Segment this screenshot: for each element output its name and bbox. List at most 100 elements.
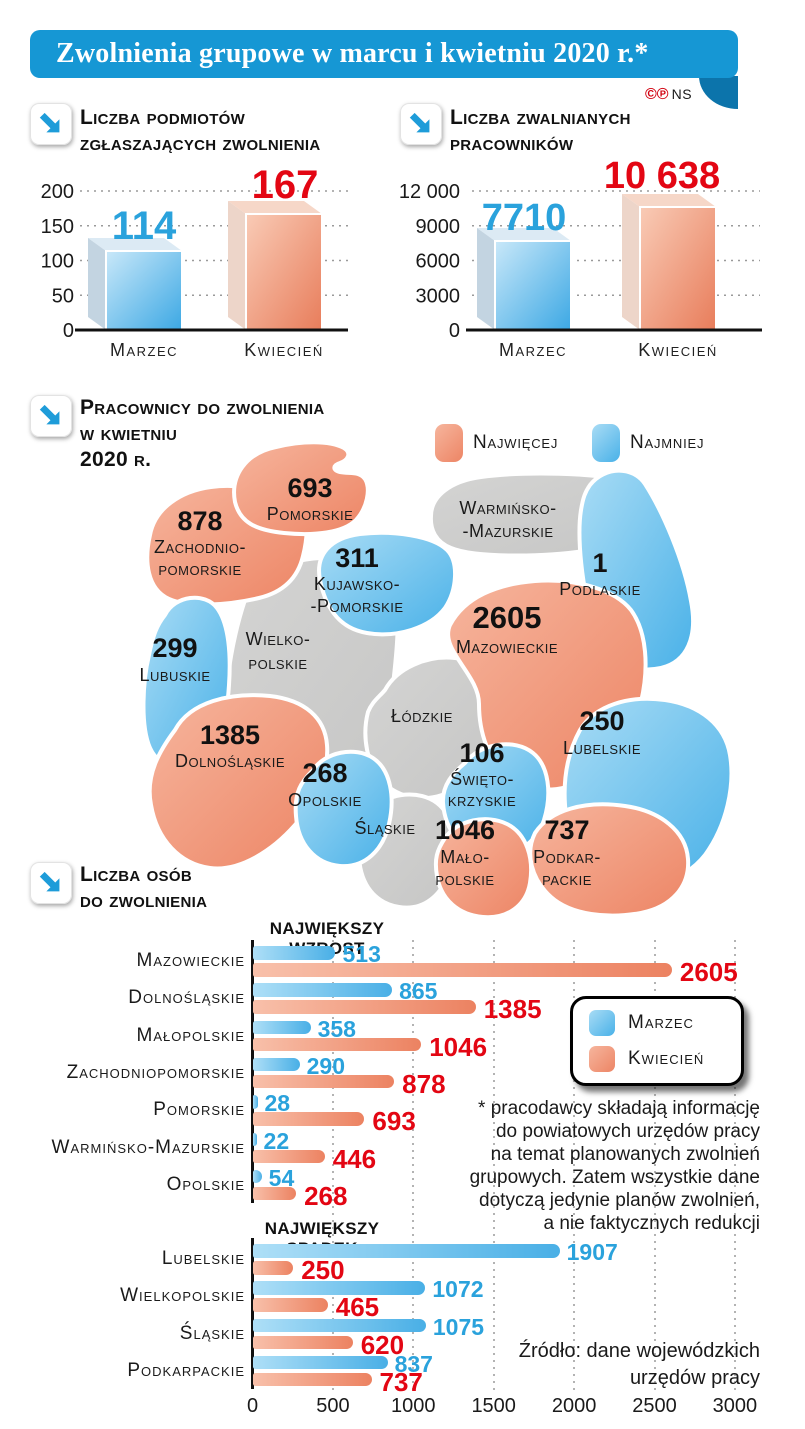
value-kwiecien: 465 [335, 1292, 380, 1323]
source-line: Źródło: dane wojewódzkich [518, 1340, 760, 1362]
value-marzec: 114 [112, 204, 177, 248]
bar-kwiecien-3d [228, 201, 323, 331]
region-name-wielkopolskie: Wielko- [246, 629, 311, 649]
value-marzec: 1907 [566, 1239, 618, 1265]
value-marzec: 1075 [432, 1313, 485, 1340]
region-value-dolnoslaskie: 1385 [200, 720, 260, 750]
arrow-glyph [36, 401, 62, 427]
source-note: Źródło: dane wojewódzkich urzędów pracy [519, 1338, 760, 1392]
region-name-podlaskie: Podlaskie [559, 579, 641, 599]
region-name-malopolskie: polskie [435, 869, 494, 889]
kwiecien-swatch [589, 1046, 615, 1072]
value-marzec: 513 [342, 941, 381, 967]
category-label: Warmińsko-Mazurskie [51, 1136, 245, 1158]
category-kwiecien: Kwiecień [638, 340, 718, 360]
x-axis-tick-label: 1000 [391, 1395, 436, 1417]
y-tick: 6000 [416, 251, 461, 273]
gridline [412, 940, 415, 1390]
down-right-arrow-icon [30, 862, 72, 904]
gridline [733, 940, 736, 1390]
marzec-swatch [589, 1010, 615, 1036]
gridline [653, 940, 656, 1390]
value-marzec: 358 [317, 1015, 356, 1042]
bar-kwiecien [253, 963, 672, 977]
footnote-line: do powiatowych urzędów pracy [495, 1121, 760, 1142]
value-kwiecien: 2605 [679, 957, 738, 987]
value-marzec: 865 [399, 978, 438, 1005]
map-title: Pracownicy do zwolnienia w kwietniu 2020… [80, 395, 325, 473]
bar-kwiecien [253, 1335, 353, 1350]
down-right-arrow-icon [30, 103, 72, 145]
region-value-lubuskie: 299 [152, 633, 197, 663]
bar-kwiecien [253, 1186, 297, 1201]
y-tick: 3000 [416, 285, 461, 307]
region-name-podkarpackie: packie [542, 869, 592, 889]
region-name-kujawsko-pomorskie: Kujawsko- [314, 574, 400, 594]
map-title-line2: w kwietniu [80, 422, 178, 445]
region-name-zachodniopomorskie: pomorskie [158, 559, 241, 579]
region-value-podkarpackie: 737 [544, 815, 589, 845]
value-kwiecien: 1046 [429, 1031, 488, 1062]
category-marzec: Marzec [110, 340, 178, 360]
x-axis-tick-label: 500 [316, 1395, 350, 1417]
legend-najmniej-label: Najmniej [630, 432, 705, 453]
legend-najwiecej-label: Najwięcej [473, 432, 559, 453]
region-name-swietokrzyskie: krzyskie [448, 790, 516, 810]
footnote: * pracodawcy składają informację do powi… [470, 1097, 760, 1235]
bar-kwiecien [253, 1000, 476, 1014]
gridline [573, 940, 576, 1390]
footnote-line: * pracodawcy składają informację [478, 1098, 760, 1119]
footnote-line: grupowych. Zatem wszystkie dane [469, 1167, 760, 1188]
down-right-arrow-icon [30, 395, 72, 437]
bar-kwiecien [253, 1037, 422, 1052]
bar-marzec [253, 1169, 262, 1184]
region-name-dolnoslaskie: Dolnośląskie [175, 751, 285, 771]
source-line: urzędów pracy [629, 1367, 760, 1389]
value-marzec: 290 [306, 1052, 345, 1079]
workers-chart-title: Liczba zwalnianych pracowników [450, 105, 631, 157]
region-value-opolskie: 268 [302, 758, 347, 788]
gridline [331, 940, 334, 1390]
chart-legend: Marzec Kwiecień [570, 996, 744, 1086]
region-name-warminsko-mazurskie: -Mazurskie [462, 521, 553, 541]
value-marzec: 22 [263, 1127, 290, 1154]
region-name-opolskie: Opolskie [288, 790, 362, 810]
title-ribbon: Zwolnienia grupowe w marcu i kwietniu 20… [30, 30, 738, 78]
category-label: Pomorskie [153, 1099, 245, 1121]
region-name-lodzkie: Łódzkie [391, 706, 453, 726]
category-label: Mazowieckie [136, 950, 245, 971]
bar-kwiecien [253, 1372, 372, 1387]
map-region-kujawsko-pomorskie [317, 530, 458, 637]
x-axis-tick-label: 2500 [632, 1395, 677, 1417]
region-name-malopolskie: Mało- [440, 847, 490, 867]
workers-title-line1: Liczba zwalnianych [450, 106, 631, 129]
copyright-marks: ©℗ NS [645, 86, 745, 104]
bar-marzec [253, 946, 336, 960]
region-name-mazowieckie: Mazowieckie [456, 637, 558, 657]
y-tick: 200 [41, 181, 74, 203]
value-kwiecien: 268 [304, 1180, 348, 1211]
category-label: Dolnośląskie [128, 987, 245, 1009]
category-kwiecien: Kwiecień [244, 340, 324, 360]
y-axis-line [251, 1238, 254, 1389]
map-region-pomorskie [232, 440, 370, 537]
horizontal-bar-chart: 0 500 1000 1500 2000 2500 3000 Mazowieckie 513 26… [0, 935, 805, 1429]
y-tick: 0 [449, 320, 460, 342]
category-label: Wielkopolskie [120, 1285, 245, 1307]
bar-kwiecien-3d [622, 194, 717, 331]
category-label: Zachodniopomorskie [66, 1061, 245, 1083]
bar-marzec [253, 1281, 426, 1295]
copyright-icon: © [645, 86, 657, 103]
category-label: Małopolskie [136, 1024, 245, 1046]
value-kwiecien: 167 [252, 163, 319, 207]
region-name-zachodniopomorskie: Zachodnio- [154, 537, 246, 557]
bar-marzec [253, 1318, 426, 1333]
bar-marzec-3d [88, 238, 183, 331]
bar-marzec [253, 983, 393, 997]
map-title-line3: 2020 r. [80, 448, 152, 471]
region-name-swietokrzyskie: Święto- [450, 768, 514, 789]
map-title-line1: Pracownicy do zwolnienia [80, 396, 325, 419]
bottom-title-line2: do zwolnienia [80, 889, 208, 912]
footnote-line: na temat planowanych zwolnień [490, 1144, 760, 1165]
